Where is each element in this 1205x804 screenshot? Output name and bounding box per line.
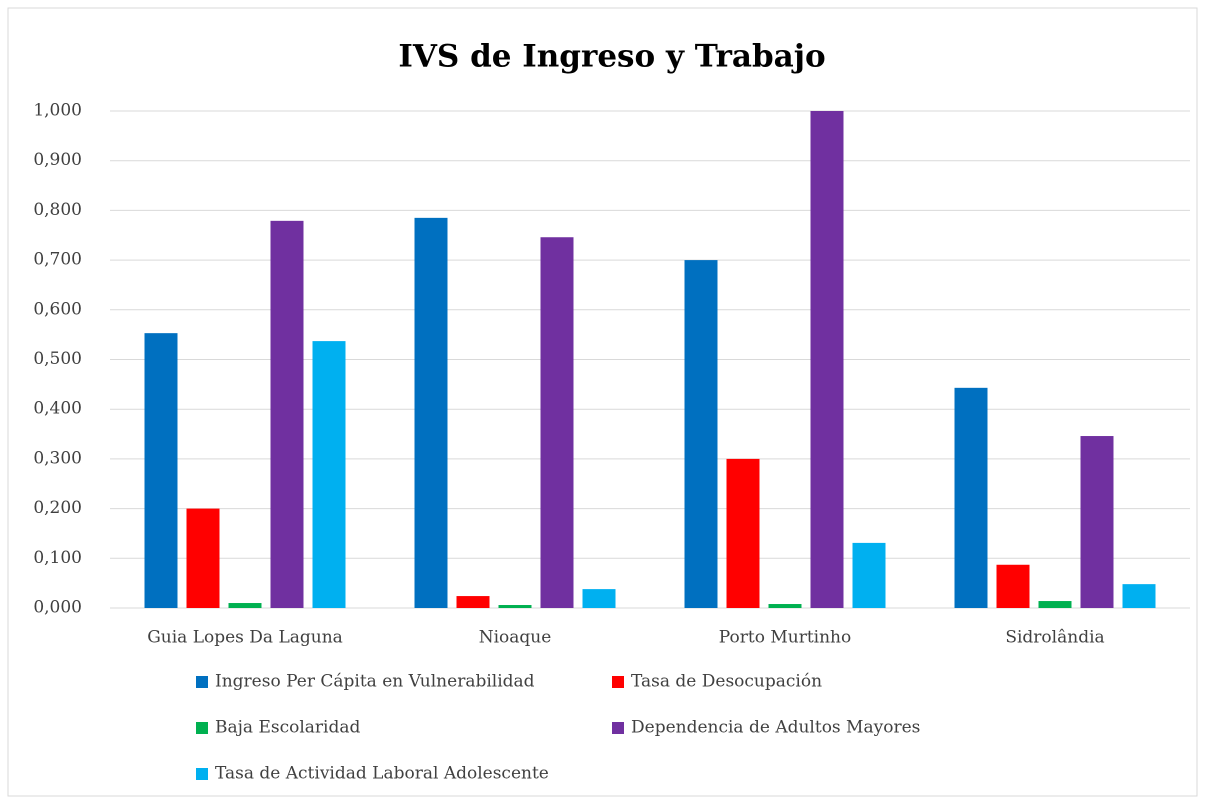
y-tick-label: 0,200 xyxy=(33,498,82,518)
bar xyxy=(1080,436,1114,608)
y-tick-label: 0,900 xyxy=(33,150,82,170)
y-tick-label: 0,600 xyxy=(33,299,82,319)
bar xyxy=(810,111,844,608)
bar xyxy=(186,508,220,608)
bar xyxy=(414,217,448,609)
legend-swatch xyxy=(196,676,208,688)
bar xyxy=(456,596,490,608)
legend-label: Baja Escolaridad xyxy=(215,718,360,738)
bar xyxy=(954,387,988,608)
x-tick-label: Porto Murtinho xyxy=(719,628,851,648)
bar xyxy=(582,589,616,608)
bar xyxy=(228,603,262,608)
legend-label: Ingreso Per Cápita en Vulnerabilidad xyxy=(215,672,535,692)
bar xyxy=(768,604,802,608)
legend-swatch xyxy=(612,722,624,734)
legend-swatch xyxy=(612,676,624,688)
bar xyxy=(684,260,718,608)
legend-label: Dependencia de Adultos Mayores xyxy=(631,718,920,738)
y-tick-label: 0,400 xyxy=(33,399,82,419)
bar xyxy=(726,458,760,608)
y-tick-label: 0,800 xyxy=(33,200,82,220)
legend-swatch xyxy=(196,722,208,734)
legend-swatch xyxy=(196,768,208,780)
bar xyxy=(144,333,178,608)
y-tick-label: 0,100 xyxy=(33,548,82,568)
bar xyxy=(852,542,886,608)
legend-label: Tasa de Actividad Laboral Adolescente xyxy=(215,764,549,784)
y-tick-label: 0,500 xyxy=(33,349,82,369)
bar xyxy=(1038,601,1072,608)
bar xyxy=(540,237,574,608)
bar xyxy=(1122,584,1156,608)
chart-frame xyxy=(7,7,1198,797)
x-tick-label: Guia Lopes Da Laguna xyxy=(147,628,343,648)
x-tick-label: Sidrolândia xyxy=(1005,628,1104,648)
y-tick-label: 0,000 xyxy=(33,598,82,618)
x-tick-label: Nioaque xyxy=(479,628,552,648)
y-tick-label: 0,300 xyxy=(33,448,82,468)
bar xyxy=(312,341,346,608)
y-tick-label: 1,000 xyxy=(33,101,82,121)
bar xyxy=(996,564,1030,608)
chart-title: IVS de Ingreso y Trabajo xyxy=(398,39,825,75)
bar xyxy=(498,605,532,608)
legend-label: Tasa de Desocupación xyxy=(631,672,822,692)
bar xyxy=(270,220,304,608)
y-tick-label: 0,700 xyxy=(33,250,82,270)
